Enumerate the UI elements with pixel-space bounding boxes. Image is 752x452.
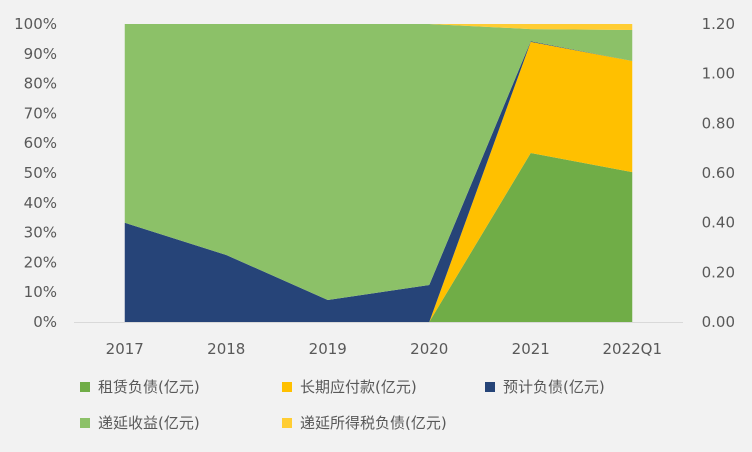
legend-label: 递延所得税负债(亿元) [300,414,447,432]
y-left-tick-label: 70% [24,104,57,122]
legend-swatch [485,381,495,392]
y-right-tick-label: 1.00 [702,65,735,83]
y-left-tick-label: 90% [24,45,57,63]
legend-item: 长期应付款(亿元) [282,376,417,397]
x-tick-label: 2022Q1 [602,340,662,358]
y-left-tick-label: 80% [24,75,57,93]
y-right-tick-label: 0.20 [702,263,735,281]
legend-label: 长期应付款(亿元) [300,378,417,396]
x-tick-label: 2017 [106,340,144,358]
legend-item: 租赁负债(亿元) [80,376,200,397]
legend-label: 递延收益(亿元) [98,414,200,432]
y-right-tick-label: 0.60 [702,164,735,182]
y-right-tick-label: 0.00 [702,313,735,331]
x-tick-label: 2019 [309,340,347,358]
y-left-tick-label: 40% [24,194,57,212]
x-tick-label: 2020 [410,340,448,358]
legend-label: 租赁负债(亿元) [98,378,200,396]
y-left-tick-label: 0% [33,313,57,331]
y-left-tick-label: 30% [24,224,57,242]
legend-label: 预计负债(亿元) [503,378,605,396]
y-left-tick-label: 60% [24,134,57,152]
legend-item: 预计负债(亿元) [485,376,605,397]
legend-item: 递延所得税负债(亿元) [282,412,447,433]
legend-swatch [282,417,292,428]
x-tick-label: 2021 [512,340,550,358]
legend-swatch [80,417,90,428]
area-series-3 [124,24,633,300]
y-left-tick-label: 100% [14,15,57,33]
legend-item: 递延收益(亿元) [80,412,200,433]
area-series-2 [124,41,633,323]
y-right-tick-label: 0.40 [702,214,735,232]
y-left-tick-label: 50% [24,164,57,182]
x-tick-label: 2018 [207,340,245,358]
legend-swatch [282,381,292,392]
legend-swatch [80,381,90,392]
area-series-4 [124,24,633,30]
y-right-tick-label: 0.80 [702,114,735,132]
y-right-tick-label: 1.20 [702,15,735,33]
y-left-tick-label: 20% [24,253,57,271]
y-left-tick-label: 10% [24,283,57,301]
